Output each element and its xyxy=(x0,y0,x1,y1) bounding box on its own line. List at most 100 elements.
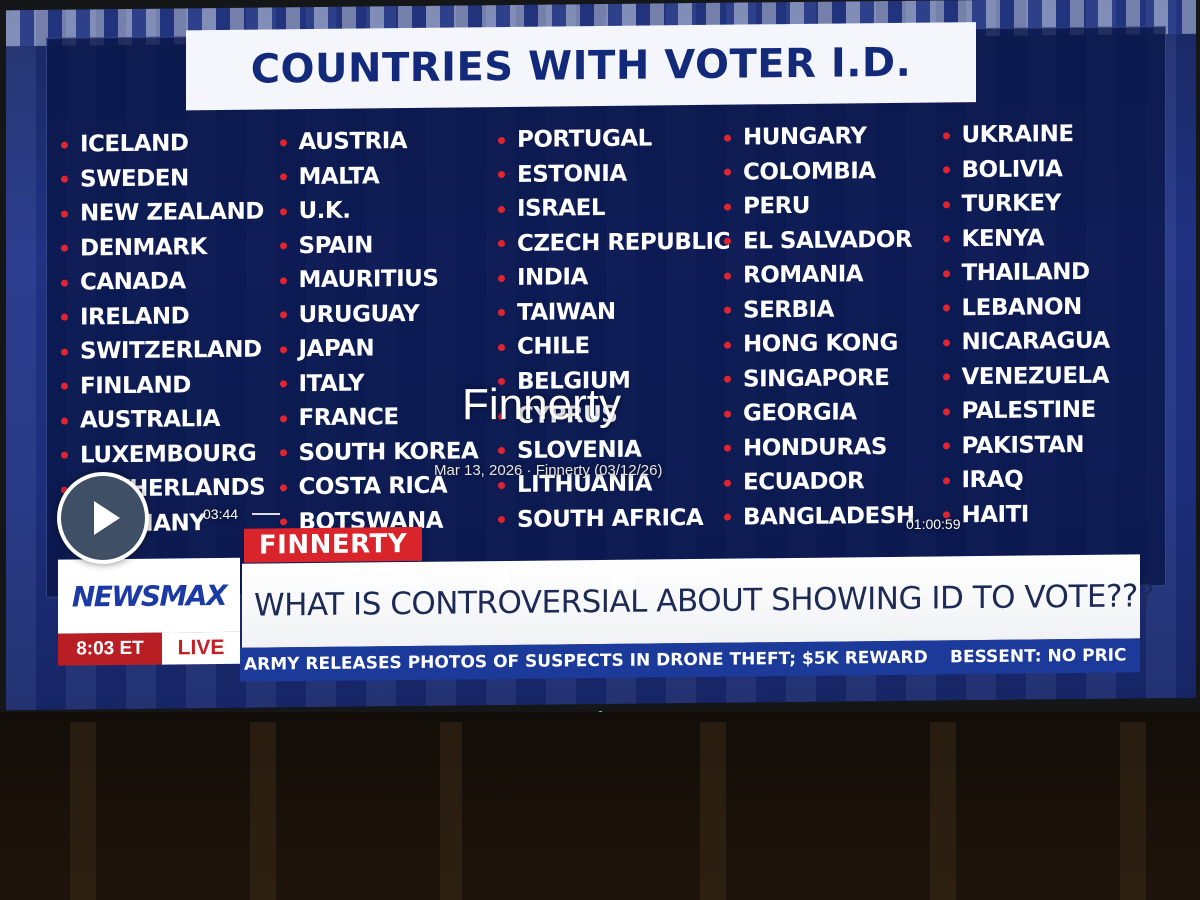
bullet-icon xyxy=(942,477,950,485)
country-name: CANADA xyxy=(80,268,186,296)
country-item: MALTA xyxy=(279,158,499,195)
bullet-icon xyxy=(498,205,505,213)
furniture-slat xyxy=(1120,722,1146,900)
scrubber[interactable] xyxy=(252,513,280,515)
country-item: THAILAND xyxy=(942,254,1162,291)
country-item: IRELAND xyxy=(61,298,280,335)
country-item: ISRAEL xyxy=(498,190,724,227)
country-item: SWITZERLAND xyxy=(61,332,280,369)
country-name: ESTONIA xyxy=(517,160,627,188)
country-item: COLOMBIA xyxy=(724,153,943,190)
caption-icon[interactable] xyxy=(612,569,636,591)
country-name: MAURITIUS xyxy=(298,265,439,294)
bullet-icon xyxy=(279,277,287,285)
country-item: AUSTRIA xyxy=(279,123,499,160)
bullet-icon xyxy=(498,343,505,351)
country-name: IRELAND xyxy=(80,303,190,331)
country-item: CZECH REPUBLIC xyxy=(498,224,730,261)
bullet-icon xyxy=(724,479,731,487)
bullet-icon xyxy=(279,449,287,457)
country-name: SPAIN xyxy=(298,232,373,259)
bullet-icon xyxy=(942,339,950,347)
bullet-icon xyxy=(279,311,287,319)
country-item: LUXEMBOURG xyxy=(61,436,280,473)
country-item: SINGAPORE xyxy=(724,360,943,397)
ticker-headline: ARMY RELEASES PHOTOS OF SUSPECTS IN DRON… xyxy=(244,647,928,675)
country-column: PORTUGAL ESTONIA ISRAEL CZECH REPUBLIC INDIA… xyxy=(498,121,730,543)
country-name: LUXEMBOURG xyxy=(80,440,257,469)
country-name: ROMANIA xyxy=(743,261,864,289)
country-name: MALTA xyxy=(298,163,380,190)
country-name: AUSTRIA xyxy=(298,128,408,156)
bullet-icon xyxy=(724,272,731,280)
country-name: NICARAGUA xyxy=(961,327,1110,356)
country-item: SWEDEN xyxy=(61,160,280,197)
country-item: CANADA xyxy=(61,263,280,300)
bullet-icon xyxy=(498,481,505,489)
country-name: CHILE xyxy=(517,333,590,361)
ticker-next-headline: BESSENT: NO PRIC xyxy=(950,645,1127,668)
bullet-icon xyxy=(279,518,287,526)
bullet-icon xyxy=(724,237,731,245)
country-name: URUGUAY xyxy=(298,300,420,328)
bullet-icon xyxy=(498,309,505,317)
country-name: SLOVENIA xyxy=(517,436,642,464)
bullet-icon xyxy=(61,244,68,252)
country-item: SPAIN xyxy=(279,227,499,264)
country-item: LEBANON xyxy=(942,289,1162,326)
country-item: EL SALVADOR xyxy=(724,222,943,259)
country-name: SERBIA xyxy=(743,296,834,324)
bullet-icon xyxy=(279,208,287,216)
country-name: BANGLADESH xyxy=(743,502,915,531)
country-item: ICELAND xyxy=(61,125,280,162)
country-name: TAIWAN xyxy=(517,298,616,326)
country-item: SERBIA xyxy=(724,291,943,328)
newsmax-logo: NEWSMAX xyxy=(58,557,240,634)
furniture-slat xyxy=(700,722,726,900)
country-item: BOLIVIA xyxy=(942,151,1162,188)
country-item: INDIA xyxy=(498,259,724,296)
country-name: SINGAPORE xyxy=(743,364,890,393)
bullet-icon xyxy=(61,451,68,459)
country-name: KENYA xyxy=(961,225,1045,252)
bullet-icon xyxy=(942,201,950,209)
video-watermark-title: Finnerty xyxy=(462,380,621,429)
bullet-icon xyxy=(61,313,68,321)
bullet-icon xyxy=(61,175,68,183)
country-name: IRAQ xyxy=(961,466,1024,494)
bullet-icon xyxy=(498,240,505,248)
tv-screen: COUNTRIES WITH VOTER I.D. ICELAND SWEDEN N… xyxy=(6,0,1196,711)
country-name: COLOMBIA xyxy=(743,157,876,186)
country-column: AUSTRIA MALTA U.K. SPAIN MAURITIUS URUGUAY JAP… xyxy=(279,123,499,545)
headline-bar: WHAT IS CONTROVERSIAL ABOUT SHOWING ID T… xyxy=(242,554,1154,648)
country-item: DENMARK xyxy=(61,229,280,266)
bullet-icon xyxy=(942,132,950,140)
country-name: PAKISTAN xyxy=(961,431,1084,459)
play-button[interactable] xyxy=(57,472,149,564)
bullet-icon xyxy=(942,166,950,174)
country-name: HONG KONG xyxy=(743,330,898,358)
bullet-icon xyxy=(724,410,731,418)
bullet-icon xyxy=(724,168,731,176)
country-item: ESTONIA xyxy=(498,155,724,192)
country-item: GEORGIA xyxy=(724,394,943,431)
country-name: ITALY xyxy=(298,370,365,397)
bullet-icon xyxy=(279,346,287,354)
country-columns: ICELAND SWEDEN NEW ZEALAND DENMARK CANADA IRE… xyxy=(61,116,1161,548)
country-item: VENEZUELA xyxy=(942,358,1162,395)
country-name: U.K. xyxy=(298,197,351,225)
bullet-icon xyxy=(724,513,731,521)
country-item: NEW ZEALAND xyxy=(61,194,280,231)
country-name: SOUTH AFRICA xyxy=(517,504,704,533)
country-name: CZECH REPUBLIC xyxy=(517,228,730,257)
country-name: VENEZUELA xyxy=(961,362,1110,390)
bullet-icon xyxy=(724,306,731,314)
country-name: GEORGIA xyxy=(743,399,857,427)
country-name: ICELAND xyxy=(80,130,189,158)
country-item: UKRAINE xyxy=(942,116,1162,153)
bullet-icon xyxy=(942,270,950,278)
country-item: HAITI xyxy=(942,496,1162,533)
country-name: UKRAINE xyxy=(961,121,1074,149)
pause-icon[interactable] xyxy=(486,568,510,588)
logo-text: NEWSMAX xyxy=(71,578,227,614)
